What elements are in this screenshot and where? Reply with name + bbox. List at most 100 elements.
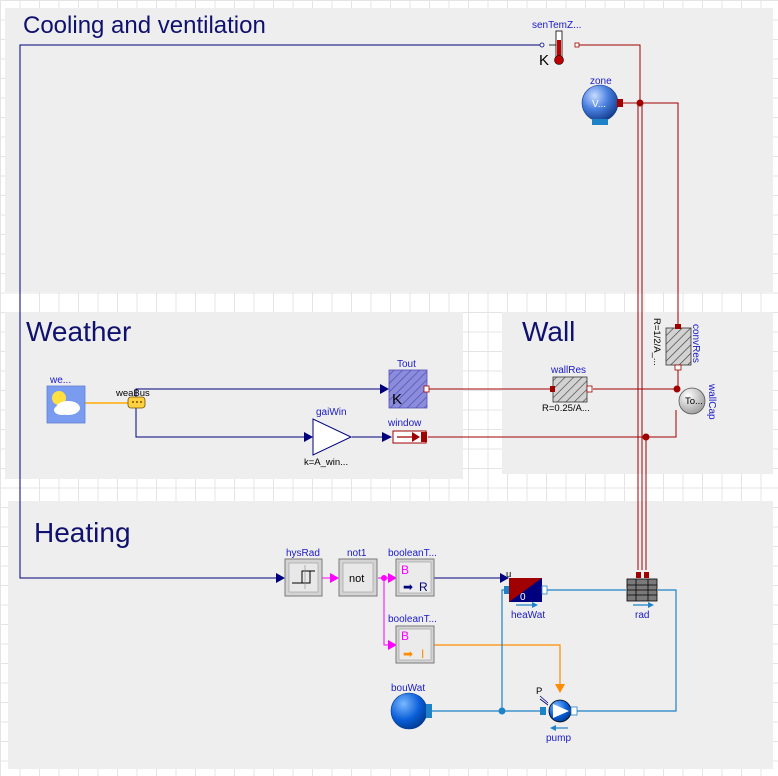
connection-weabus-to-gaiwin[interactable] bbox=[135, 404, 311, 438]
bouwat-port bbox=[426, 704, 432, 718]
not1-label: not1 bbox=[347, 548, 367, 559]
arrowhead-gaiwin-input bbox=[304, 432, 313, 442]
boolean1-label: booleanT... bbox=[388, 548, 437, 559]
wall-region-title: Wall bbox=[522, 316, 576, 347]
arrowhead-heawat-input bbox=[500, 573, 509, 583]
water-heater[interactable]: u 0 heaWat bbox=[504, 569, 548, 621]
weather-data-reader[interactable]: we... bbox=[46, 375, 86, 424]
thermal-connections bbox=[428, 44, 679, 570]
boolean-arrowheads bbox=[330, 573, 397, 650]
tout-unit: K bbox=[392, 391, 402, 408]
not-gate[interactable]: not1 not bbox=[338, 548, 378, 597]
rad-label: rad bbox=[635, 610, 649, 621]
window-label: window bbox=[387, 418, 422, 429]
connection-pump-to-heawat[interactable] bbox=[501, 589, 508, 711]
weabus-pin bbox=[140, 401, 142, 403]
tout-port bbox=[423, 385, 430, 393]
temperature-sensor-zone[interactable]: senTemZ... K bbox=[532, 20, 581, 69]
boolean2-arrow-icon: ➡ bbox=[403, 647, 413, 661]
signal-connections bbox=[19, 44, 544, 579]
convres-port-top bbox=[675, 324, 681, 329]
sensor-output-port bbox=[574, 42, 580, 48]
boolean-to-integer-pump[interactable]: booleanT... B ➡ I bbox=[388, 614, 437, 664]
sun-icon bbox=[52, 391, 66, 405]
wall-capacitance[interactable]: To... wallCap bbox=[678, 383, 717, 420]
circulation-pump[interactable]: P pump bbox=[536, 686, 578, 744]
pump-arrow-icon bbox=[553, 704, 569, 718]
fluid-junction bbox=[498, 707, 506, 715]
thermometer-bulb bbox=[554, 55, 564, 65]
heawat-port-left bbox=[504, 586, 509, 594]
wallcap-label: wallCap bbox=[706, 383, 717, 420]
pump-port-right bbox=[570, 706, 578, 716]
boolean2-b: B bbox=[401, 629, 409, 643]
zone-volume[interactable]: zone V... bbox=[581, 76, 623, 125]
connection-sentem-to-hysrad[interactable] bbox=[19, 44, 544, 579]
boolean2-label: booleanT... bbox=[388, 614, 437, 625]
weather-label: we... bbox=[49, 375, 71, 386]
pump-signal-line bbox=[539, 695, 549, 704]
wallcap-sphere bbox=[678, 387, 706, 415]
connection-weabus-to-tout[interactable] bbox=[135, 388, 388, 397]
hysteresis-controller[interactable]: hysRad bbox=[284, 548, 323, 597]
hysrad-inner bbox=[288, 562, 319, 593]
gaiwin-label: gaiWin bbox=[316, 407, 347, 418]
weather-bus-connector[interactable]: weaBus bbox=[115, 388, 150, 409]
tout-box bbox=[388, 369, 428, 409]
fluid-connections bbox=[429, 589, 677, 712]
thermometer-fill bbox=[557, 40, 561, 59]
window-arrow-head bbox=[412, 432, 420, 442]
connection-window-to-zone[interactable] bbox=[428, 410, 677, 438]
pump-port-left bbox=[540, 707, 546, 715]
boolean1-inner bbox=[398, 561, 432, 594]
connection-boolean2-to-pump[interactable] bbox=[434, 644, 561, 686]
connection-zone-to-wall[interactable] bbox=[621, 102, 679, 326]
cooling-region bbox=[5, 8, 773, 292]
boolean1-b: B bbox=[401, 563, 409, 577]
signal-arrowheads bbox=[276, 384, 509, 583]
bouwat-sphere bbox=[390, 692, 428, 730]
hysteresis-curve-return bbox=[296, 571, 311, 584]
convres-body bbox=[665, 327, 692, 366]
heawat-label: heaWat bbox=[511, 610, 545, 621]
heawat-flow-arrowhead bbox=[532, 602, 538, 608]
pump-p-label: P bbox=[536, 686, 542, 697]
heating-region-title: Heating bbox=[34, 517, 131, 548]
junction-zone bbox=[636, 99, 644, 107]
boolean-junction bbox=[381, 575, 387, 581]
wallres-port-right bbox=[586, 385, 593, 393]
radiator[interactable]: rad bbox=[626, 572, 658, 621]
tout-label: Tout bbox=[397, 359, 416, 370]
window-heat-flow[interactable]: window bbox=[387, 418, 427, 444]
heawat-port-right bbox=[541, 585, 548, 595]
convres-parameter: R=1/2/A_... bbox=[651, 318, 662, 366]
connection-sentem-to-zone[interactable] bbox=[578, 44, 641, 103]
arrowhead-boolean1-input bbox=[388, 573, 397, 583]
boolean1-r: R bbox=[419, 580, 428, 594]
connection-rad-to-pump[interactable] bbox=[572, 589, 677, 712]
wall-resistance[interactable]: wallRes R=0.25/A... bbox=[542, 365, 593, 414]
pump-label: pump bbox=[546, 733, 571, 744]
cloud-icon-part bbox=[54, 405, 70, 415]
convection-resistance[interactable]: convRes R=1/2/A_... bbox=[651, 318, 701, 371]
water-boundary[interactable]: bouWat bbox=[390, 683, 432, 730]
gain-triangle bbox=[312, 418, 353, 456]
zone-inner-text: V... bbox=[592, 99, 606, 110]
wallres-label: wallRes bbox=[550, 365, 586, 376]
weabus-pin bbox=[136, 401, 138, 403]
weabus-label: weaBus bbox=[115, 388, 150, 399]
arrowhead-hysrad-input bbox=[276, 573, 285, 583]
wallcap-inner-text: To... bbox=[685, 396, 703, 407]
window-gain[interactable]: gaiWin k=A_win... bbox=[304, 407, 353, 468]
connection-not1-to-boolean2[interactable] bbox=[383, 578, 396, 646]
boolean2-i: I bbox=[421, 647, 424, 661]
boolean2-inner bbox=[398, 628, 432, 661]
weabus-pin bbox=[132, 401, 134, 403]
heawat-zero: 0 bbox=[520, 592, 526, 603]
boolean1-arrow-icon: ➡ bbox=[403, 580, 413, 594]
convres-port-bottom bbox=[674, 364, 682, 371]
rad-port-top-1 bbox=[636, 572, 641, 578]
boolean-to-real-heater[interactable]: booleanT... B ➡ R bbox=[388, 548, 437, 597]
sentem-label: senTemZ... bbox=[532, 20, 581, 31]
outdoor-temperature-source[interactable]: Tout K bbox=[388, 359, 430, 409]
